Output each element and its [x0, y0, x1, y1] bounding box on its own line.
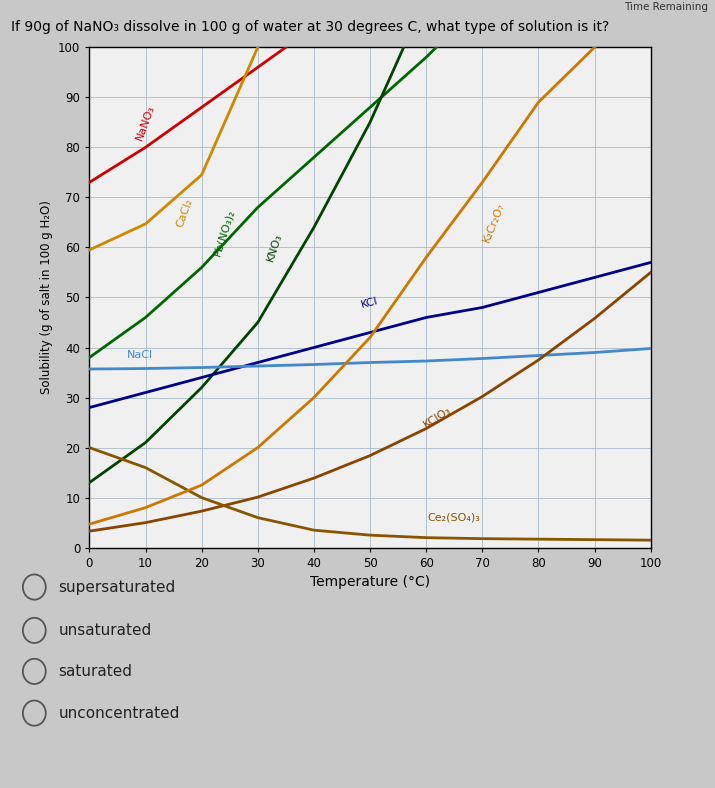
Y-axis label: Solubility (g of salt in 100 g H₂O): Solubility (g of salt in 100 g H₂O): [39, 200, 52, 395]
Text: KCl: KCl: [360, 296, 380, 310]
Text: unsaturated: unsaturated: [59, 623, 152, 638]
Text: unconcentrated: unconcentrated: [59, 705, 180, 721]
Text: Pb(NO₃)₂: Pb(NO₃)₂: [212, 208, 237, 257]
Text: Time Remaining: Time Remaining: [624, 2, 708, 13]
Text: KClO₃: KClO₃: [422, 405, 453, 430]
Text: Ce₂(SO₄)₃: Ce₂(SO₄)₃: [428, 513, 480, 522]
Text: saturated: saturated: [59, 663, 132, 679]
Text: CaCl₂: CaCl₂: [175, 196, 194, 229]
Text: If 90g of NaNO₃ dissolve in 100 g of water at 30 degrees C, what type of solutio: If 90g of NaNO₃ dissolve in 100 g of wat…: [11, 20, 609, 34]
X-axis label: Temperature (°C): Temperature (°C): [310, 575, 430, 589]
Text: supersaturated: supersaturated: [59, 579, 176, 595]
Text: K₂Cr₂O₇: K₂Cr₂O₇: [481, 201, 506, 243]
Text: NaCl: NaCl: [127, 350, 153, 360]
Text: KNO₃: KNO₃: [265, 232, 284, 262]
Text: NaNO₃: NaNO₃: [134, 103, 157, 141]
